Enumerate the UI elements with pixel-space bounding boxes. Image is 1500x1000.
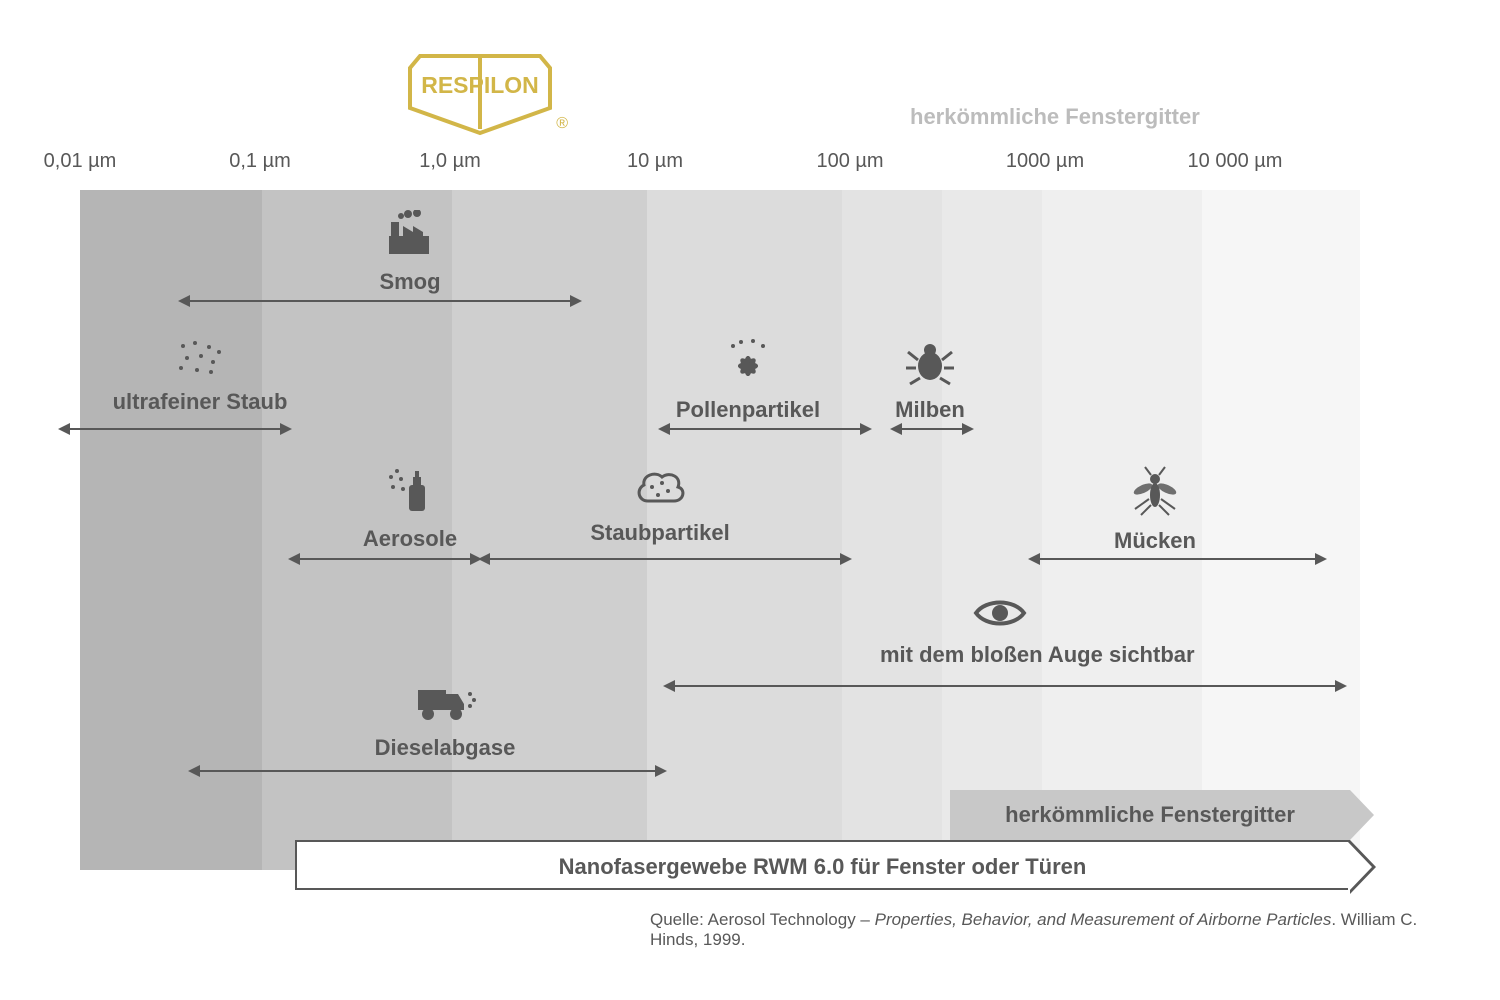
particle-label: Milben — [810, 397, 1050, 423]
axis-tick: 1,0 µm — [419, 150, 481, 173]
particle-item-diesel: Dieselabgase — [325, 680, 565, 761]
axis-tick: 0,1 µm — [229, 150, 291, 173]
range-arrow-mites — [892, 428, 972, 430]
particle-label: ultrafeiner Staub — [80, 389, 320, 415]
plot-area: PM2.5 Smogultrafeiner StaubPollenpartike… — [80, 190, 1360, 870]
spray-icon — [290, 465, 530, 520]
axis-tick: 0,01 µm — [44, 150, 117, 173]
particle-size-chart: RESPILON ® herkömmliche Fenstergitter 0,… — [40, 20, 1460, 980]
trademark-symbol: ® — [556, 115, 568, 133]
size-band — [80, 190, 262, 870]
respilon-logo: RESPILON ® — [400, 38, 560, 138]
filter-bar-nano: Nanofasergewebe RWM 6.0 für Fenster oder… — [295, 840, 1350, 890]
mite-icon — [810, 338, 1050, 391]
axis-tick: 10 000 µm — [1188, 150, 1283, 173]
size-band — [942, 190, 1042, 870]
logo-text: RESPILON — [421, 72, 539, 98]
range-arrow-eye — [665, 685, 1345, 687]
bar-arrowhead — [1348, 842, 1372, 892]
particle-item-mosquito: Mücken — [1035, 465, 1275, 554]
particle-label: Smog — [290, 269, 530, 295]
particle-item-smog: Smog — [290, 210, 530, 295]
filter-bar-conventional: herkömmliche Fenstergitter — [950, 790, 1350, 840]
range-arrow-aerosols — [290, 558, 480, 560]
particle-label: Dieselabgase — [325, 735, 565, 761]
particle-item-ultrafine: ultrafeiner Staub — [80, 338, 320, 415]
axis-tick: 100 µm — [816, 150, 883, 173]
range-arrow-smog — [180, 300, 580, 302]
range-arrow-mosquito — [1030, 558, 1325, 560]
particle-item-mites: Milben — [810, 338, 1050, 423]
range-arrow-ultrafine — [60, 428, 290, 430]
cloud-icon — [540, 465, 780, 514]
range-arrow-dust — [480, 558, 850, 560]
range-arrow-pollen — [660, 428, 870, 430]
size-band — [842, 190, 942, 870]
top-context-label: herkömmliche Fenstergitter — [910, 104, 1200, 130]
particle-item-aerosols: Aerosole — [290, 465, 530, 552]
truck-icon — [325, 680, 565, 729]
particle-label: Staubpartikel — [540, 520, 780, 546]
particle-label: Mücken — [1035, 528, 1275, 554]
particle-item-eye: mit dem bloßen Auge sichtbar — [880, 595, 1120, 668]
mosquito-icon — [1035, 465, 1275, 522]
source-citation: Quelle: Aerosol Technology – Properties,… — [650, 910, 1460, 950]
bar-arrowhead — [1350, 790, 1374, 840]
eye-icon — [880, 595, 1120, 636]
factory-icon — [290, 210, 530, 263]
dots-icon — [80, 338, 320, 383]
particle-label: Aerosole — [290, 526, 530, 552]
source-prefix: Quelle: Aerosol Technology – — [650, 910, 875, 929]
source-title: Properties, Behavior, and Measurement of… — [875, 910, 1332, 929]
axis-tick: 10 µm — [627, 150, 683, 173]
range-arrow-diesel — [190, 770, 665, 772]
particle-item-dust: Staubpartikel — [540, 465, 780, 546]
particle-label: mit dem bloßen Auge sichtbar — [880, 642, 1120, 668]
axis-tick: 1000 µm — [1006, 150, 1084, 173]
